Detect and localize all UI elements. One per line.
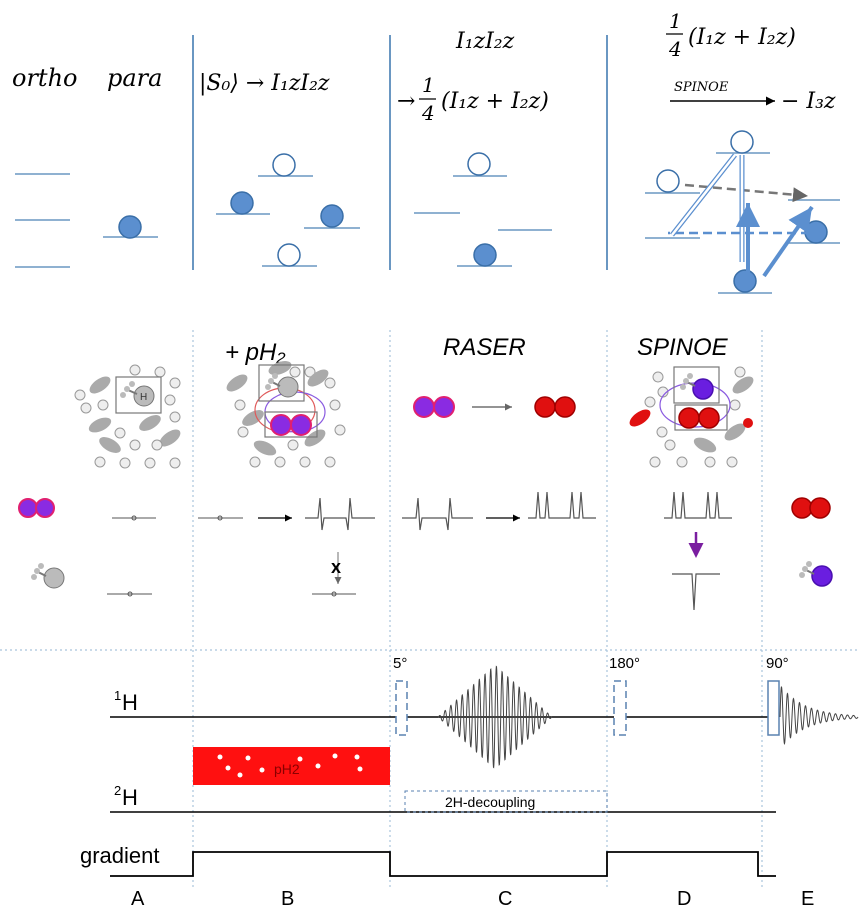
d-row1-emission-spectrum <box>664 491 732 519</box>
ph2-bubbles <box>217 753 363 778</box>
fid-decay-signal <box>779 686 859 746</box>
panel3-fraction-den: 4 <box>421 101 435 125</box>
cluster-d-box-top <box>673 366 720 404</box>
row2-methyl-molecule <box>31 563 65 589</box>
panel4-expr: (I₁z + I₂z) <box>688 25 796 50</box>
decoupling-label: 2H-decoupling <box>445 794 535 810</box>
pulse-180-label: 180° <box>609 655 640 672</box>
e-row2-deuterated-methyl <box>799 561 833 587</box>
c-row1-antiphase-spectrum <box>402 497 473 531</box>
p4-empty-spin-top <box>730 130 754 154</box>
raser-product-right-h <box>554 396 576 418</box>
cluster-a-h-label: H <box>140 392 147 403</box>
ph2-block-label: pH2 <box>274 761 300 777</box>
gradient-waveform <box>110 851 776 877</box>
p4-filled-spin-bottom <box>733 269 757 293</box>
ph2-bubbling-block <box>193 747 390 785</box>
h1-channel-mass: 1 <box>114 688 121 703</box>
p2-filled-spin-left <box>230 191 254 215</box>
decoupling-box <box>404 790 608 813</box>
cluster-b-box-top <box>258 364 305 402</box>
raser-signal-oscillation <box>437 665 553 769</box>
phase-label-d: D <box>677 888 691 910</box>
p4-hollow-transition-1-inner <box>671 154 736 236</box>
raser-molecules <box>413 396 576 418</box>
p2-empty-spin-top <box>272 153 296 177</box>
panel3-equation-top: I₁zI₂z <box>455 29 515 54</box>
p3-filled-spin-bottom <box>473 243 497 267</box>
panel2-equation: |S₀⟩ → I₁zI₂z <box>199 71 330 96</box>
ortho-label: ortho <box>12 64 77 92</box>
c-row1-emission-spectrum <box>528 491 596 519</box>
pulse-sequence-section: 1 H 5° 180° 90° pH2 2 H <box>80 655 859 910</box>
p3-empty-spin-top <box>467 152 491 176</box>
h1-channel-label: H <box>122 690 138 715</box>
panel4-spinoe-label: SPINOE <box>674 80 729 95</box>
p2-empty-spin-bottom <box>277 243 301 267</box>
para-label: para <box>107 64 162 92</box>
h2-channel-mass: 2 <box>114 783 121 798</box>
pulse-5-label: 5° <box>393 655 407 672</box>
pulse-90-box <box>767 680 780 736</box>
energy-level-section: ortho para |S₀⟩ → I₁zI₂z I₁zI₂z → 1 4 (I… <box>12 9 840 294</box>
cluster-b <box>226 361 346 468</box>
panel3-fraction-num: 1 <box>422 73 435 97</box>
raser-ph2-left-h <box>413 396 435 418</box>
row1-ph2-right-h <box>35 498 55 518</box>
raser-ph2-right-h <box>433 396 455 418</box>
pulse-5-box <box>395 680 408 736</box>
h2-channel-label: H <box>122 785 138 810</box>
e-row1-left-h <box>791 497 813 519</box>
p4-filled-transition-diag <box>762 205 814 278</box>
panel4-result: − I₃z <box>781 89 836 114</box>
b-blocked-mark: x <box>331 557 341 577</box>
phase-label-b: B <box>281 888 294 910</box>
cluster-d <box>629 366 754 468</box>
phase-c-title: RASER <box>443 334 526 361</box>
pulse-180-box <box>613 680 627 736</box>
panel3-arrow: → <box>397 89 415 114</box>
phase-b-title: + pH₂ <box>225 339 286 366</box>
d-row2-negative-spectrum <box>672 573 720 611</box>
panel3-expr: (I₁z + I₂z) <box>441 89 549 114</box>
gradient-label: gradient <box>80 843 160 868</box>
row1-ph2-left-h <box>18 498 38 518</box>
p2-filled-spin-right <box>320 204 344 228</box>
raser-product-left-h <box>534 396 556 418</box>
pulse-90-label: 90° <box>766 655 789 672</box>
phase-label-a: A <box>131 888 145 910</box>
e-row1-right-h <box>809 497 831 519</box>
panel4-fraction-den: 4 <box>668 37 682 61</box>
cluster-b-box-bottom <box>264 411 318 438</box>
b-row1-antiphase-spectrum <box>305 497 375 531</box>
p4-dashed-transition-upper <box>684 183 809 203</box>
cluster-d-box-bottom <box>674 404 728 431</box>
phase-label-c: C <box>498 888 512 910</box>
phase-d-title: SPINOE <box>637 334 729 361</box>
para-filled-spin <box>118 215 142 239</box>
phase-label-e: E <box>801 888 814 910</box>
cluster-a: H <box>74 364 181 469</box>
molecule-section: + pH₂ RASER SPINOE H <box>0 330 859 890</box>
panel4-fraction-num: 1 <box>669 9 682 33</box>
p4-empty-spin-left <box>656 169 680 193</box>
cluster-a-highlight-box <box>115 376 162 414</box>
